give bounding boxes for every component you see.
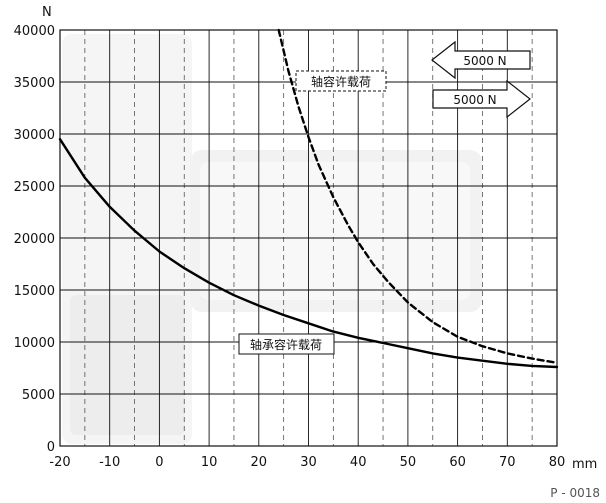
shaft-allowable-load-line bbox=[277, 28, 559, 364]
y-tick-label: 30000 bbox=[14, 128, 55, 143]
shaft-load-label: 轴容许载荷 bbox=[311, 74, 371, 89]
x-tick-label: 10 bbox=[201, 455, 218, 470]
x-tick-labels: -20 -10 0 10 20 30 40 50 60 70 80 bbox=[49, 455, 565, 470]
x-tick-label: 40 bbox=[350, 455, 367, 470]
x-tick-label: -20 bbox=[49, 455, 70, 470]
left-arrow-icon bbox=[431, 40, 531, 80]
x-tick-label: 50 bbox=[400, 455, 417, 470]
shaft-load-label-box bbox=[295, 70, 387, 92]
x-tick-label: 30 bbox=[300, 455, 317, 470]
y-tick-label: 35000 bbox=[14, 76, 55, 91]
y-tick-label: 10000 bbox=[14, 336, 55, 351]
x-tick-label: 70 bbox=[499, 455, 516, 470]
y-tick-labels: 0 5000 10000 15000 20000 25000 30000 35000 40000 bbox=[14, 24, 55, 455]
y-tick-label: 40000 bbox=[14, 24, 55, 39]
right-arrow-label: 5000 N bbox=[453, 93, 496, 107]
plot-frame bbox=[59, 29, 558, 447]
bearing-load-label-box bbox=[238, 333, 335, 355]
x-axis-label: mm bbox=[572, 457, 597, 472]
background-product-image bbox=[62, 34, 482, 444]
series-group bbox=[58, 28, 559, 369]
bearing-load-label: 轴承容许载荷 bbox=[250, 337, 322, 352]
x-tick-label: 20 bbox=[251, 455, 268, 470]
y-tick-label: 5000 bbox=[22, 388, 55, 403]
y-axis-label: N bbox=[42, 5, 52, 20]
x-tick-label: 0 bbox=[155, 455, 163, 470]
bearing-allowable-load-line bbox=[58, 138, 559, 369]
right-arrow-icon bbox=[432, 79, 531, 119]
y-tick-label: 15000 bbox=[14, 284, 55, 299]
x-tick-label: 60 bbox=[449, 455, 466, 470]
left-arrow-label: 5000 N bbox=[463, 54, 506, 68]
x-tick-label: 80 bbox=[549, 455, 566, 470]
y-tick-label: 0 bbox=[47, 440, 55, 455]
y-tick-label: 25000 bbox=[14, 180, 55, 195]
y-tick-label: 20000 bbox=[14, 232, 55, 247]
x-tick-label: -10 bbox=[99, 455, 120, 470]
figure-code: P - 0018 bbox=[550, 486, 600, 500]
